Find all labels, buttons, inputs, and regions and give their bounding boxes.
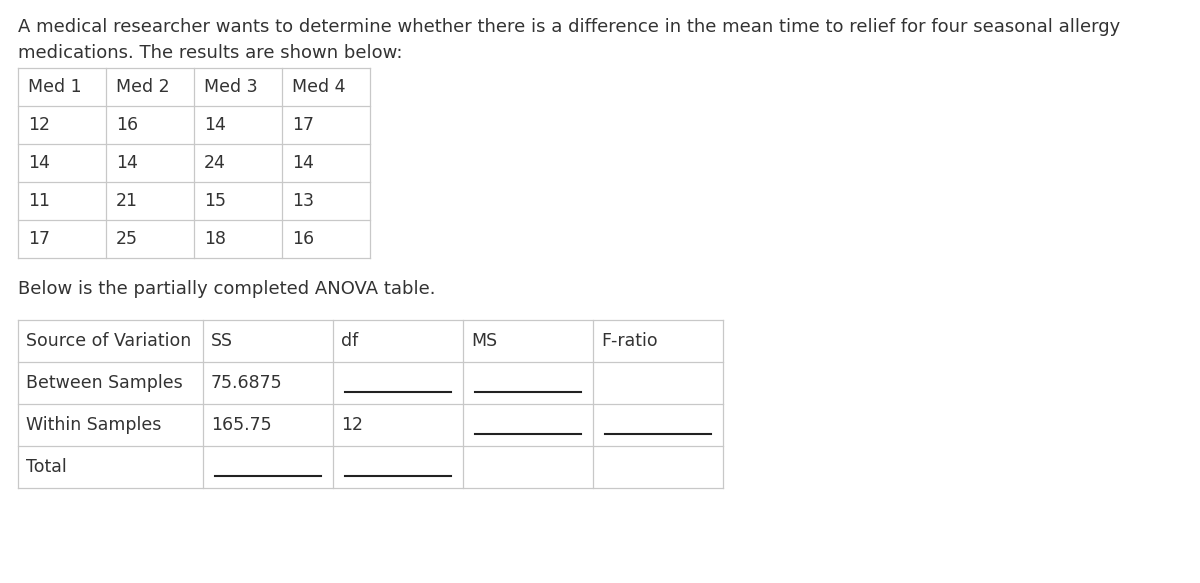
- Text: 14: 14: [116, 154, 138, 172]
- Text: F-ratio: F-ratio: [601, 332, 658, 350]
- Text: medications. The results are shown below:: medications. The results are shown below…: [18, 44, 402, 62]
- Text: Med 2: Med 2: [116, 78, 169, 96]
- Text: Source of Variation: Source of Variation: [26, 332, 191, 350]
- Text: A medical researcher wants to determine whether there is a difference in the mea: A medical researcher wants to determine …: [18, 18, 1121, 36]
- Text: 14: 14: [204, 116, 226, 134]
- Text: Within Samples: Within Samples: [26, 416, 161, 434]
- Text: df: df: [341, 332, 359, 350]
- Text: Med 4: Med 4: [292, 78, 346, 96]
- Text: Med 1: Med 1: [28, 78, 82, 96]
- Text: SS: SS: [211, 332, 233, 350]
- Text: 14: 14: [292, 154, 314, 172]
- Text: 165.75: 165.75: [211, 416, 271, 434]
- Text: 13: 13: [292, 192, 314, 210]
- Text: 25: 25: [116, 230, 138, 248]
- Text: Between Samples: Between Samples: [26, 374, 182, 392]
- Text: 16: 16: [116, 116, 138, 134]
- Text: 18: 18: [204, 230, 226, 248]
- Text: Med 3: Med 3: [204, 78, 258, 96]
- Text: 11: 11: [28, 192, 50, 210]
- Text: 14: 14: [28, 154, 50, 172]
- Text: 24: 24: [204, 154, 226, 172]
- Text: Total: Total: [26, 458, 67, 476]
- Text: 12: 12: [28, 116, 50, 134]
- Text: 16: 16: [292, 230, 314, 248]
- Text: Below is the partially completed ANOVA table.: Below is the partially completed ANOVA t…: [18, 280, 436, 298]
- Text: 17: 17: [28, 230, 50, 248]
- Text: 21: 21: [116, 192, 138, 210]
- Text: 12: 12: [341, 416, 364, 434]
- Text: MS: MS: [470, 332, 497, 350]
- Text: 17: 17: [292, 116, 314, 134]
- Text: 15: 15: [204, 192, 226, 210]
- Text: 75.6875: 75.6875: [211, 374, 283, 392]
